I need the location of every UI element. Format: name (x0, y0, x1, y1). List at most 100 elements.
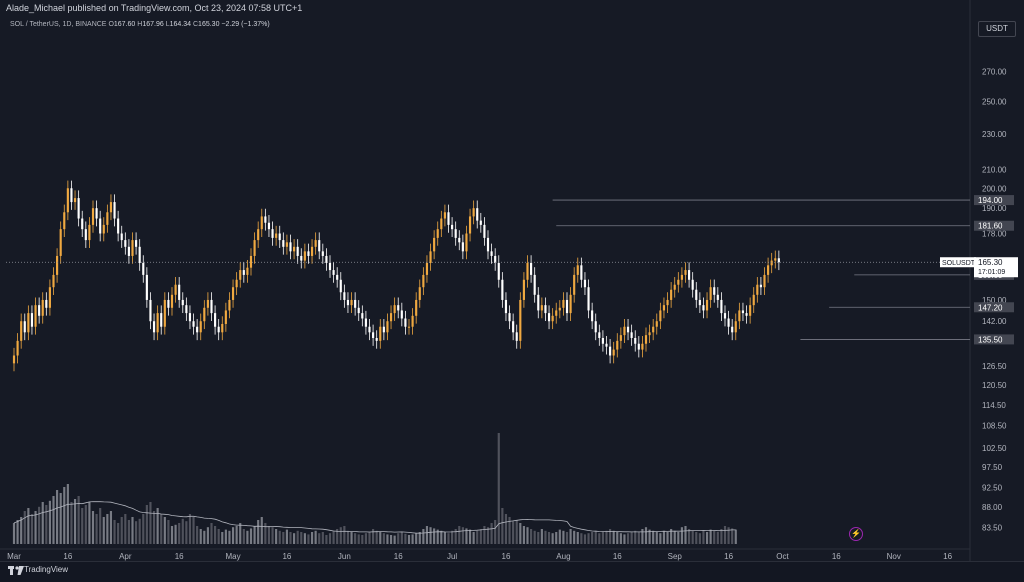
candle-body (565, 299, 569, 314)
volume-bar (515, 520, 518, 544)
low-label: L (165, 21, 170, 28)
candle-body (354, 299, 357, 308)
volume-bar (565, 532, 569, 544)
volume-bar (336, 529, 339, 544)
y-tick-label: 270.00 (982, 68, 1007, 77)
candle-body (264, 216, 267, 223)
candle-body (77, 198, 80, 219)
candle-body (346, 299, 350, 306)
volume-bar (99, 508, 102, 544)
volume-bar (149, 502, 152, 544)
volume-bar (386, 534, 389, 544)
volume-bar (626, 533, 630, 544)
volume-bar (354, 533, 357, 544)
volume-bar (102, 517, 105, 544)
volume-bar (400, 532, 403, 544)
volume-bar (558, 529, 561, 544)
volume-bar (458, 526, 461, 544)
volume-bar (52, 496, 55, 544)
candle-body (152, 321, 156, 333)
candle-body (361, 313, 364, 319)
candle-body (476, 208, 479, 221)
y-tick-label: 250.00 (982, 98, 1007, 107)
volume-bar (332, 530, 335, 544)
candle-body (519, 299, 522, 341)
candle-body (382, 326, 385, 333)
x-tick-label: Sep (668, 552, 683, 561)
candle-body (749, 305, 752, 316)
candle-body (594, 321, 597, 333)
candle-body (555, 310, 558, 316)
candle-body (135, 240, 138, 247)
candle-body (156, 313, 159, 333)
volume-bar (688, 529, 691, 544)
candle-body (81, 218, 84, 230)
candle-body (343, 292, 346, 300)
volume-bar (167, 520, 170, 544)
candle-body (293, 246, 296, 252)
candle-body (145, 274, 148, 300)
candle-body (375, 337, 378, 341)
volume-bar (285, 529, 288, 544)
candle-body (393, 305, 396, 314)
candle-body (210, 299, 213, 314)
candle-body (235, 279, 238, 288)
candle-body (20, 321, 23, 341)
candle-body (88, 224, 91, 241)
volume-bar (260, 517, 263, 544)
candle-body (63, 212, 66, 230)
currency-button[interactable]: USDT (978, 21, 1016, 37)
candle-body (537, 294, 540, 311)
tradingview-brand[interactable]: TradingView (24, 565, 69, 574)
volume-bar (56, 490, 59, 544)
volume-bar (461, 527, 464, 544)
volume-bar (670, 529, 673, 544)
volume-bar (680, 527, 683, 544)
key-level-label: 194.00 (978, 196, 1003, 205)
symbol-title: SOL / TetherUS, 1D, BINANCE (10, 21, 107, 28)
candle-body (684, 270, 687, 275)
candle-body (655, 321, 658, 327)
volume-bar (135, 521, 138, 544)
flash-icon[interactable]: ⚡ (849, 527, 863, 541)
candle-body (738, 310, 741, 322)
volume-bar (576, 532, 579, 544)
x-tick-label: 16 (502, 552, 511, 561)
volume-bar (163, 517, 166, 544)
tradingview-logo-icon[interactable] (8, 566, 24, 576)
candle-body (637, 343, 640, 350)
volume-bar (300, 532, 303, 544)
volume-bar (12, 523, 16, 544)
volume-bar (569, 529, 572, 544)
x-tick-label: 16 (943, 552, 952, 561)
price-chart[interactable]: 270.00 250.00 230.00 210.00 200.00 190.00 178.… (0, 0, 1024, 561)
volume-bar (346, 530, 350, 544)
candle-body (199, 321, 202, 333)
volume-bar (91, 511, 95, 544)
volume-bar (436, 529, 439, 544)
candle-body (436, 229, 439, 238)
candle-body (662, 305, 666, 311)
volume-bar (142, 514, 145, 544)
candle-body (181, 299, 184, 306)
volume-bar (415, 533, 418, 544)
volume-bar (246, 530, 249, 544)
candle-body (27, 313, 30, 333)
volume-bar (472, 532, 475, 544)
candle-body (458, 237, 461, 243)
candle-body (433, 237, 436, 252)
y-tick-label: 92.50 (982, 484, 1003, 493)
volume-bar (652, 530, 655, 544)
candle-body (569, 294, 572, 314)
volume-bar (203, 530, 206, 544)
candle-body (494, 255, 497, 263)
candle-body (533, 274, 536, 295)
candle-body (400, 310, 403, 319)
candle-body (296, 246, 299, 256)
volume-bar (486, 527, 490, 544)
volume-bar (339, 527, 342, 544)
candle-body (257, 229, 260, 241)
candle-body (580, 265, 583, 280)
volume-bar (379, 532, 382, 544)
volume-bar (267, 526, 271, 544)
